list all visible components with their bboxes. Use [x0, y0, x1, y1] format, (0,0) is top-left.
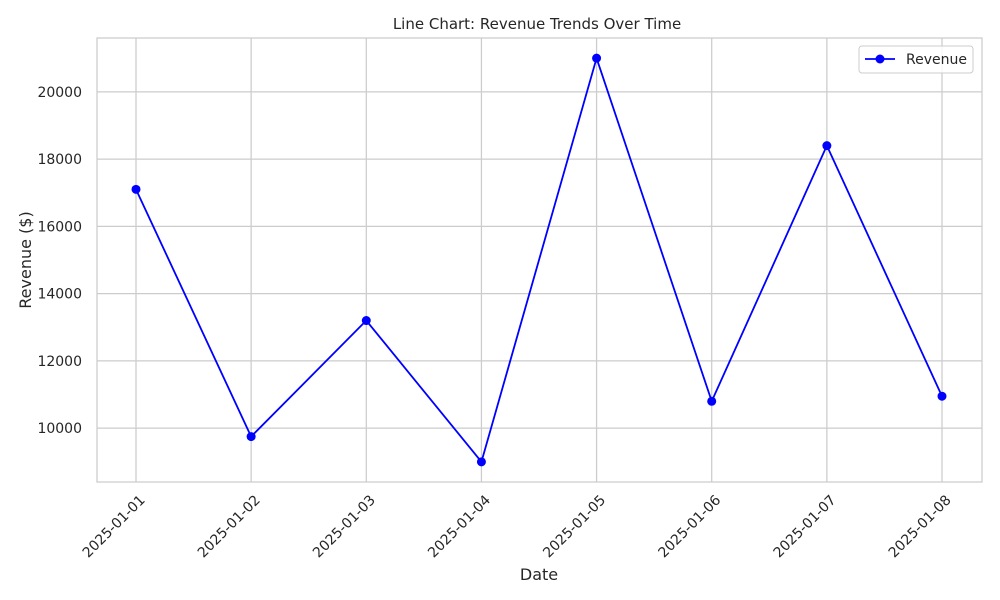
x-tick-label: 2025-01-04	[425, 492, 494, 561]
legend-box	[858, 45, 974, 74]
y-tick-label: 18000	[37, 152, 82, 168]
data-point	[361, 316, 371, 326]
x-tick-label: 2025-01-06	[655, 492, 724, 561]
x-tick-label: 2025-01-05	[540, 492, 609, 561]
grid-lines	[97, 38, 982, 482]
x-tick-label: 2025-01-08	[886, 492, 955, 561]
data-point	[476, 457, 486, 467]
data-point	[707, 396, 717, 406]
y-tick-label: 10000	[37, 421, 82, 437]
data-point	[131, 184, 141, 194]
y-tick-label: 20000	[37, 85, 82, 101]
data-point	[937, 391, 947, 401]
data-point	[822, 141, 832, 151]
plot-frame	[96, 37, 983, 483]
x-tick-labels: 2025-01-01 2025-01-02 2025-01-03 2025-01-04…	[80, 492, 955, 561]
x-tick-label: 2025-01-02	[195, 492, 264, 561]
y-tick-label: 14000	[37, 287, 82, 303]
legend-marker-swatch	[875, 54, 885, 64]
x-tick-label: 2025-01-07	[771, 492, 840, 561]
data-point	[246, 432, 256, 442]
y-tick-label: 12000	[37, 354, 82, 370]
series-layer	[131, 53, 947, 467]
x-tick-label: 2025-01-01	[80, 492, 149, 561]
chart-title: Line Chart: Revenue Trends Over Time	[393, 15, 681, 33]
y-tick-labels: 10000 12000 14000 16000 18000 20000	[37, 85, 82, 437]
legend: Revenue	[858, 45, 974, 74]
legend-entry-revenue: Revenue	[906, 52, 967, 68]
data-point	[592, 53, 602, 63]
series-line-revenue	[135, 57, 943, 463]
x-axis-label: Date	[520, 565, 558, 584]
x-tick-label: 2025-01-03	[310, 492, 379, 561]
y-axis-label: Revenue ($)	[16, 211, 35, 308]
y-tick-label: 16000	[37, 219, 82, 235]
